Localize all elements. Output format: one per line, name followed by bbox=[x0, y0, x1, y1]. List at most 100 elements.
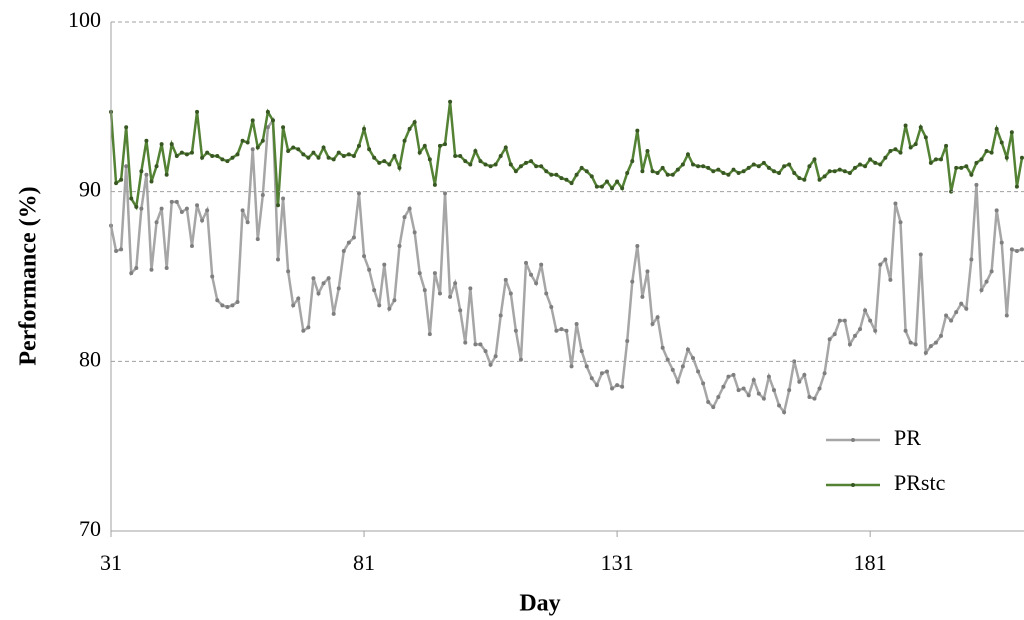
data-point bbox=[306, 155, 311, 160]
data-point bbox=[276, 257, 281, 262]
data-point bbox=[579, 349, 584, 354]
data-point bbox=[944, 313, 949, 318]
data-point bbox=[458, 154, 463, 159]
data-point bbox=[756, 391, 761, 396]
data-point bbox=[670, 367, 675, 372]
data-point bbox=[640, 294, 645, 299]
data-point bbox=[908, 145, 913, 150]
data-point bbox=[584, 169, 589, 174]
data-point bbox=[1009, 247, 1014, 252]
data-point bbox=[417, 150, 422, 155]
data-point bbox=[610, 386, 615, 391]
data-point bbox=[468, 162, 473, 167]
data-point bbox=[650, 169, 655, 174]
data-point bbox=[184, 152, 189, 157]
data-point bbox=[210, 274, 215, 279]
data-point bbox=[771, 169, 776, 174]
data-point bbox=[842, 169, 847, 174]
data-point bbox=[655, 171, 660, 176]
data-point bbox=[326, 155, 331, 160]
data-point bbox=[205, 150, 210, 155]
data-point bbox=[817, 177, 822, 182]
data-point bbox=[807, 394, 812, 399]
data-point bbox=[984, 279, 989, 284]
data-point bbox=[422, 143, 427, 148]
data-point bbox=[351, 235, 356, 240]
data-point bbox=[473, 148, 478, 153]
data-point bbox=[174, 199, 179, 204]
data-point bbox=[842, 318, 847, 323]
data-point bbox=[448, 99, 453, 104]
data-point bbox=[615, 179, 620, 184]
data-point bbox=[200, 218, 205, 223]
data-point bbox=[696, 164, 701, 169]
data-point bbox=[296, 296, 301, 301]
data-point bbox=[777, 171, 782, 176]
data-point bbox=[1004, 313, 1009, 318]
data-point bbox=[579, 165, 584, 170]
data-point bbox=[731, 372, 736, 377]
data-point bbox=[554, 328, 559, 333]
data-point bbox=[250, 118, 255, 123]
data-point bbox=[362, 126, 367, 131]
data-point bbox=[463, 159, 468, 164]
data-point bbox=[205, 208, 210, 213]
data-point bbox=[240, 208, 245, 213]
data-point bbox=[225, 305, 230, 310]
data-point bbox=[822, 371, 827, 376]
data-point bbox=[645, 148, 650, 153]
data-point bbox=[878, 262, 883, 267]
data-point bbox=[503, 145, 508, 150]
data-point bbox=[316, 155, 321, 160]
data-point bbox=[529, 272, 534, 277]
data-point bbox=[706, 165, 711, 170]
data-point bbox=[691, 355, 696, 360]
data-point bbox=[321, 145, 326, 150]
data-point bbox=[372, 155, 377, 160]
data-point bbox=[883, 257, 888, 262]
data-point bbox=[873, 328, 878, 333]
data-point bbox=[777, 403, 782, 408]
data-point bbox=[341, 249, 346, 254]
data-point bbox=[529, 159, 534, 164]
data-point bbox=[949, 318, 954, 323]
data-point bbox=[230, 303, 235, 308]
data-point bbox=[635, 243, 640, 248]
data-point bbox=[959, 301, 964, 306]
data-point bbox=[483, 349, 488, 354]
data-point bbox=[933, 340, 938, 345]
data-point bbox=[407, 126, 412, 131]
data-point bbox=[179, 210, 184, 215]
data-point bbox=[559, 327, 564, 332]
y-tick-label: 90 bbox=[79, 177, 101, 202]
data-point bbox=[215, 154, 220, 159]
data-point bbox=[422, 288, 427, 293]
data-point bbox=[771, 388, 776, 393]
data-point bbox=[1014, 184, 1019, 189]
data-point bbox=[367, 267, 372, 272]
data-point bbox=[726, 374, 731, 379]
data-point bbox=[1019, 155, 1024, 160]
data-point bbox=[402, 138, 407, 143]
data-point bbox=[923, 350, 928, 355]
data-point bbox=[397, 243, 402, 248]
data-point bbox=[802, 372, 807, 377]
data-point bbox=[311, 150, 316, 155]
data-point bbox=[144, 172, 149, 177]
data-point bbox=[660, 165, 665, 170]
data-point bbox=[174, 154, 179, 159]
data-point bbox=[139, 169, 144, 174]
data-point bbox=[255, 237, 260, 242]
data-point bbox=[291, 303, 296, 308]
data-point bbox=[265, 109, 270, 114]
data-point bbox=[549, 172, 554, 177]
data-point bbox=[1004, 155, 1009, 160]
data-point bbox=[114, 249, 119, 254]
data-point bbox=[898, 220, 903, 225]
data-point bbox=[878, 162, 883, 167]
data-point bbox=[761, 160, 766, 165]
data-point bbox=[868, 318, 873, 323]
data-point bbox=[863, 308, 868, 313]
x-axis-label: Day bbox=[519, 591, 560, 617]
